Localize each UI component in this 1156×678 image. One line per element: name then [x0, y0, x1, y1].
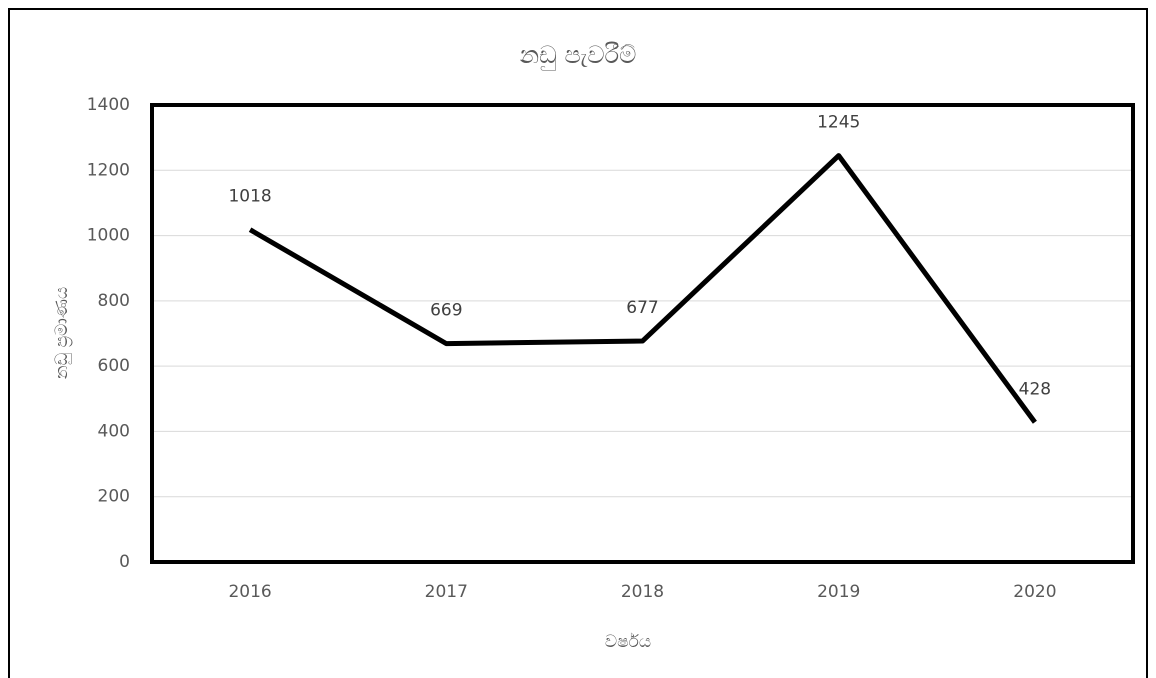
- x-tick-label: 2020: [1013, 582, 1056, 602]
- y-tick-label: 0: [119, 552, 130, 572]
- data-label: 428: [1019, 379, 1051, 399]
- x-tick-label: 2017: [425, 582, 468, 602]
- x-tick-label: 2016: [228, 582, 271, 602]
- y-tick-label: 200: [98, 487, 130, 507]
- y-tick-label: 600: [98, 356, 130, 376]
- y-tick-label: 1000: [87, 226, 130, 246]
- x-tick-label: 2018: [621, 582, 664, 602]
- x-tick-label: 2019: [817, 582, 860, 602]
- data-label: 1018: [228, 187, 271, 207]
- y-tick-label: 1200: [87, 160, 130, 180]
- y-tick-label: 400: [98, 421, 130, 441]
- y-axis-label: නඩු ප්‍රමාණය: [52, 287, 72, 379]
- y-tick-label: 800: [98, 291, 130, 311]
- data-label: 1245: [817, 113, 860, 133]
- x-axis-label: වර්ෂය: [605, 632, 651, 652]
- data-label: 677: [626, 298, 658, 318]
- y-tick-label: 1400: [87, 95, 130, 115]
- data-label: 669: [430, 301, 462, 321]
- chart-title: නඩු පැවරීම්: [520, 41, 637, 70]
- plot-border: [150, 103, 1135, 564]
- line: [248, 153, 1037, 424]
